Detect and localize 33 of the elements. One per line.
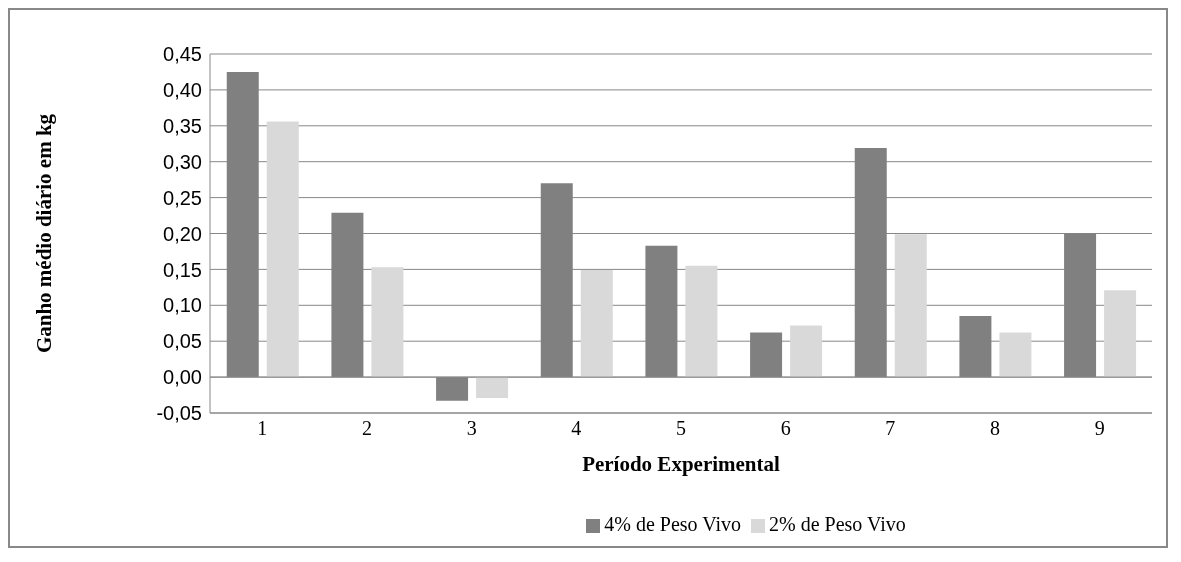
bar [685, 265, 718, 378]
x-tick-label: 8 [990, 417, 1000, 440]
y-tick-label: -0,05 [156, 402, 202, 425]
y-tick-label: 0,05 [163, 330, 202, 353]
y-tick-label: 0,10 [163, 294, 202, 317]
y-tick-label: 0,00 [163, 366, 202, 389]
bar [266, 121, 299, 378]
y-tick-label: 0,30 [163, 150, 202, 173]
bar [894, 234, 927, 378]
legend-label: 4% de Peso Vivo [604, 513, 741, 535]
x-tick-label: 3 [466, 417, 477, 440]
bar [476, 377, 509, 398]
y-axis-title: Ganho médio diário em kg [32, 113, 57, 354]
bar [999, 332, 1032, 378]
legend-label: 2% de Peso Vivo [769, 513, 906, 535]
x-tick-label: 1 [257, 417, 268, 440]
x-tick-label: 7 [885, 417, 896, 440]
bar [580, 270, 613, 378]
bar [790, 325, 823, 378]
x-tick-label: 6 [780, 417, 791, 440]
y-tick-label: 0,40 [163, 79, 202, 101]
y-tick-label: 0,35 [163, 114, 202, 137]
x-axis-title: Período Experimental [582, 452, 781, 476]
y-tick-label: 0,25 [163, 186, 202, 209]
y-tick-label: 0,45 [163, 43, 202, 66]
x-tick-label: 5 [676, 417, 686, 440]
y-tick-label: 0,20 [163, 222, 202, 245]
x-tick-label: 9 [1094, 417, 1105, 440]
bar [371, 267, 404, 378]
bar [1104, 290, 1137, 378]
y-tick-label: 0,15 [163, 258, 202, 281]
x-tick-label: 4 [571, 417, 582, 440]
x-tick-label: 2 [362, 417, 372, 440]
